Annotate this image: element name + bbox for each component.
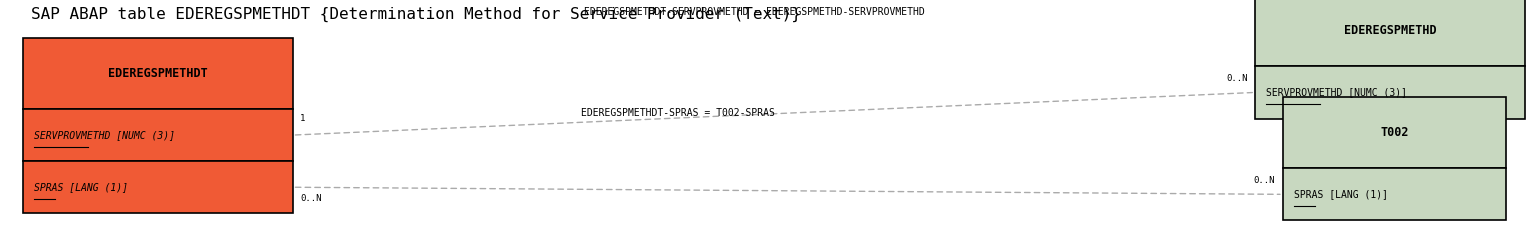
Bar [1255, 66, 1525, 118]
Text: 0..N: 0..N [300, 194, 322, 203]
Bar [23, 109, 293, 161]
Text: EDEREGSPMETHDT: EDEREGSPMETHDT [108, 67, 208, 80]
Bar [1283, 168, 1506, 220]
Bar [23, 161, 293, 213]
Text: EDEREGSPMETHDT-SPRAS = T002-SPRAS: EDEREGSPMETHDT-SPRAS = T002-SPRAS [581, 109, 775, 118]
Text: SAP ABAP table EDEREGSPMETHDT {Determination Method for Service Provider (Text)}: SAP ABAP table EDEREGSPMETHDT {Determina… [31, 7, 801, 22]
Text: 0..N: 0..N [1226, 74, 1247, 83]
Text: SPRAS [LANG (1)]: SPRAS [LANG (1)] [34, 182, 128, 192]
Text: 0..N: 0..N [1254, 176, 1275, 185]
Text: 1: 1 [300, 114, 305, 123]
Text: SPRAS [LANG (1)]: SPRAS [LANG (1)] [1294, 189, 1388, 199]
Bar [1283, 97, 1506, 168]
Bar [23, 38, 293, 109]
Text: SERVPROVMETHD [NUMC (3)]: SERVPROVMETHD [NUMC (3)] [1266, 87, 1408, 97]
Text: EDEREGSPMETHD: EDEREGSPMETHD [1343, 24, 1437, 37]
Bar [1255, 0, 1525, 66]
Text: T002: T002 [1380, 126, 1409, 139]
Text: EDEREGSPMETHDT-SERVPROVMETHD = EDEREGSPMETHD-SERVPROVMETHD: EDEREGSPMETHDT-SERVPROVMETHD = EDEREGSPM… [584, 7, 926, 17]
Text: SERVPROVMETHD [NUMC (3)]: SERVPROVMETHD [NUMC (3)] [34, 130, 176, 140]
